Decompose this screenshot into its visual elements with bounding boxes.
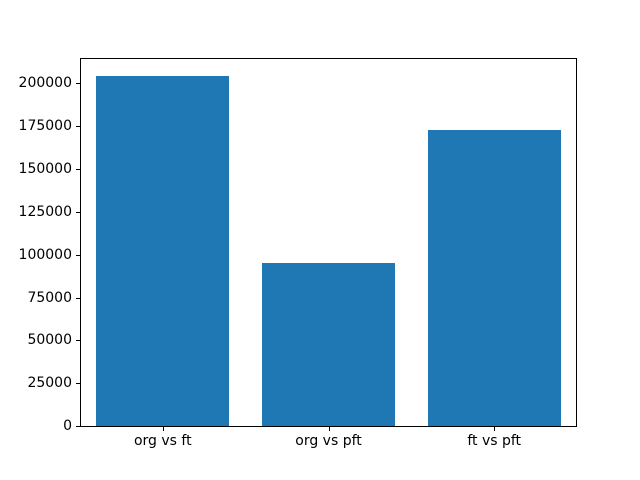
y-tick-label: 200000 — [18, 75, 72, 92]
y-tick-mark — [76, 83, 80, 85]
y-tick-mark — [76, 254, 80, 256]
x-tick-mark — [494, 427, 496, 431]
y-tick-label: 50000 — [27, 332, 72, 349]
x-tick-mark — [162, 427, 164, 431]
axes-frame — [80, 58, 577, 427]
y-tick-mark — [76, 126, 80, 128]
y-tick-label: 100000 — [18, 246, 72, 263]
y-tick-mark — [76, 297, 80, 299]
y-tick-mark — [76, 426, 80, 427]
y-tick-label: 0 — [63, 418, 72, 434]
x-tick-mark — [328, 427, 330, 431]
y-tick-mark — [76, 211, 80, 213]
y-tick-label: 150000 — [18, 160, 72, 177]
bar — [96, 75, 230, 426]
y-tick-label: 125000 — [18, 203, 72, 220]
x-tick-label: ft vs pft — [467, 433, 522, 449]
x-tick-label: org vs pft — [295, 433, 362, 449]
bar — [427, 129, 561, 426]
y-tick-label: 175000 — [18, 118, 72, 135]
x-tick-label: org vs ft — [133, 433, 192, 449]
y-tick-label: 75000 — [27, 289, 72, 306]
y-tick-label: 25000 — [27, 375, 72, 392]
y-tick-mark — [76, 340, 80, 342]
y-tick-mark — [76, 168, 80, 170]
bar — [262, 263, 395, 426]
y-tick-mark — [76, 383, 80, 385]
